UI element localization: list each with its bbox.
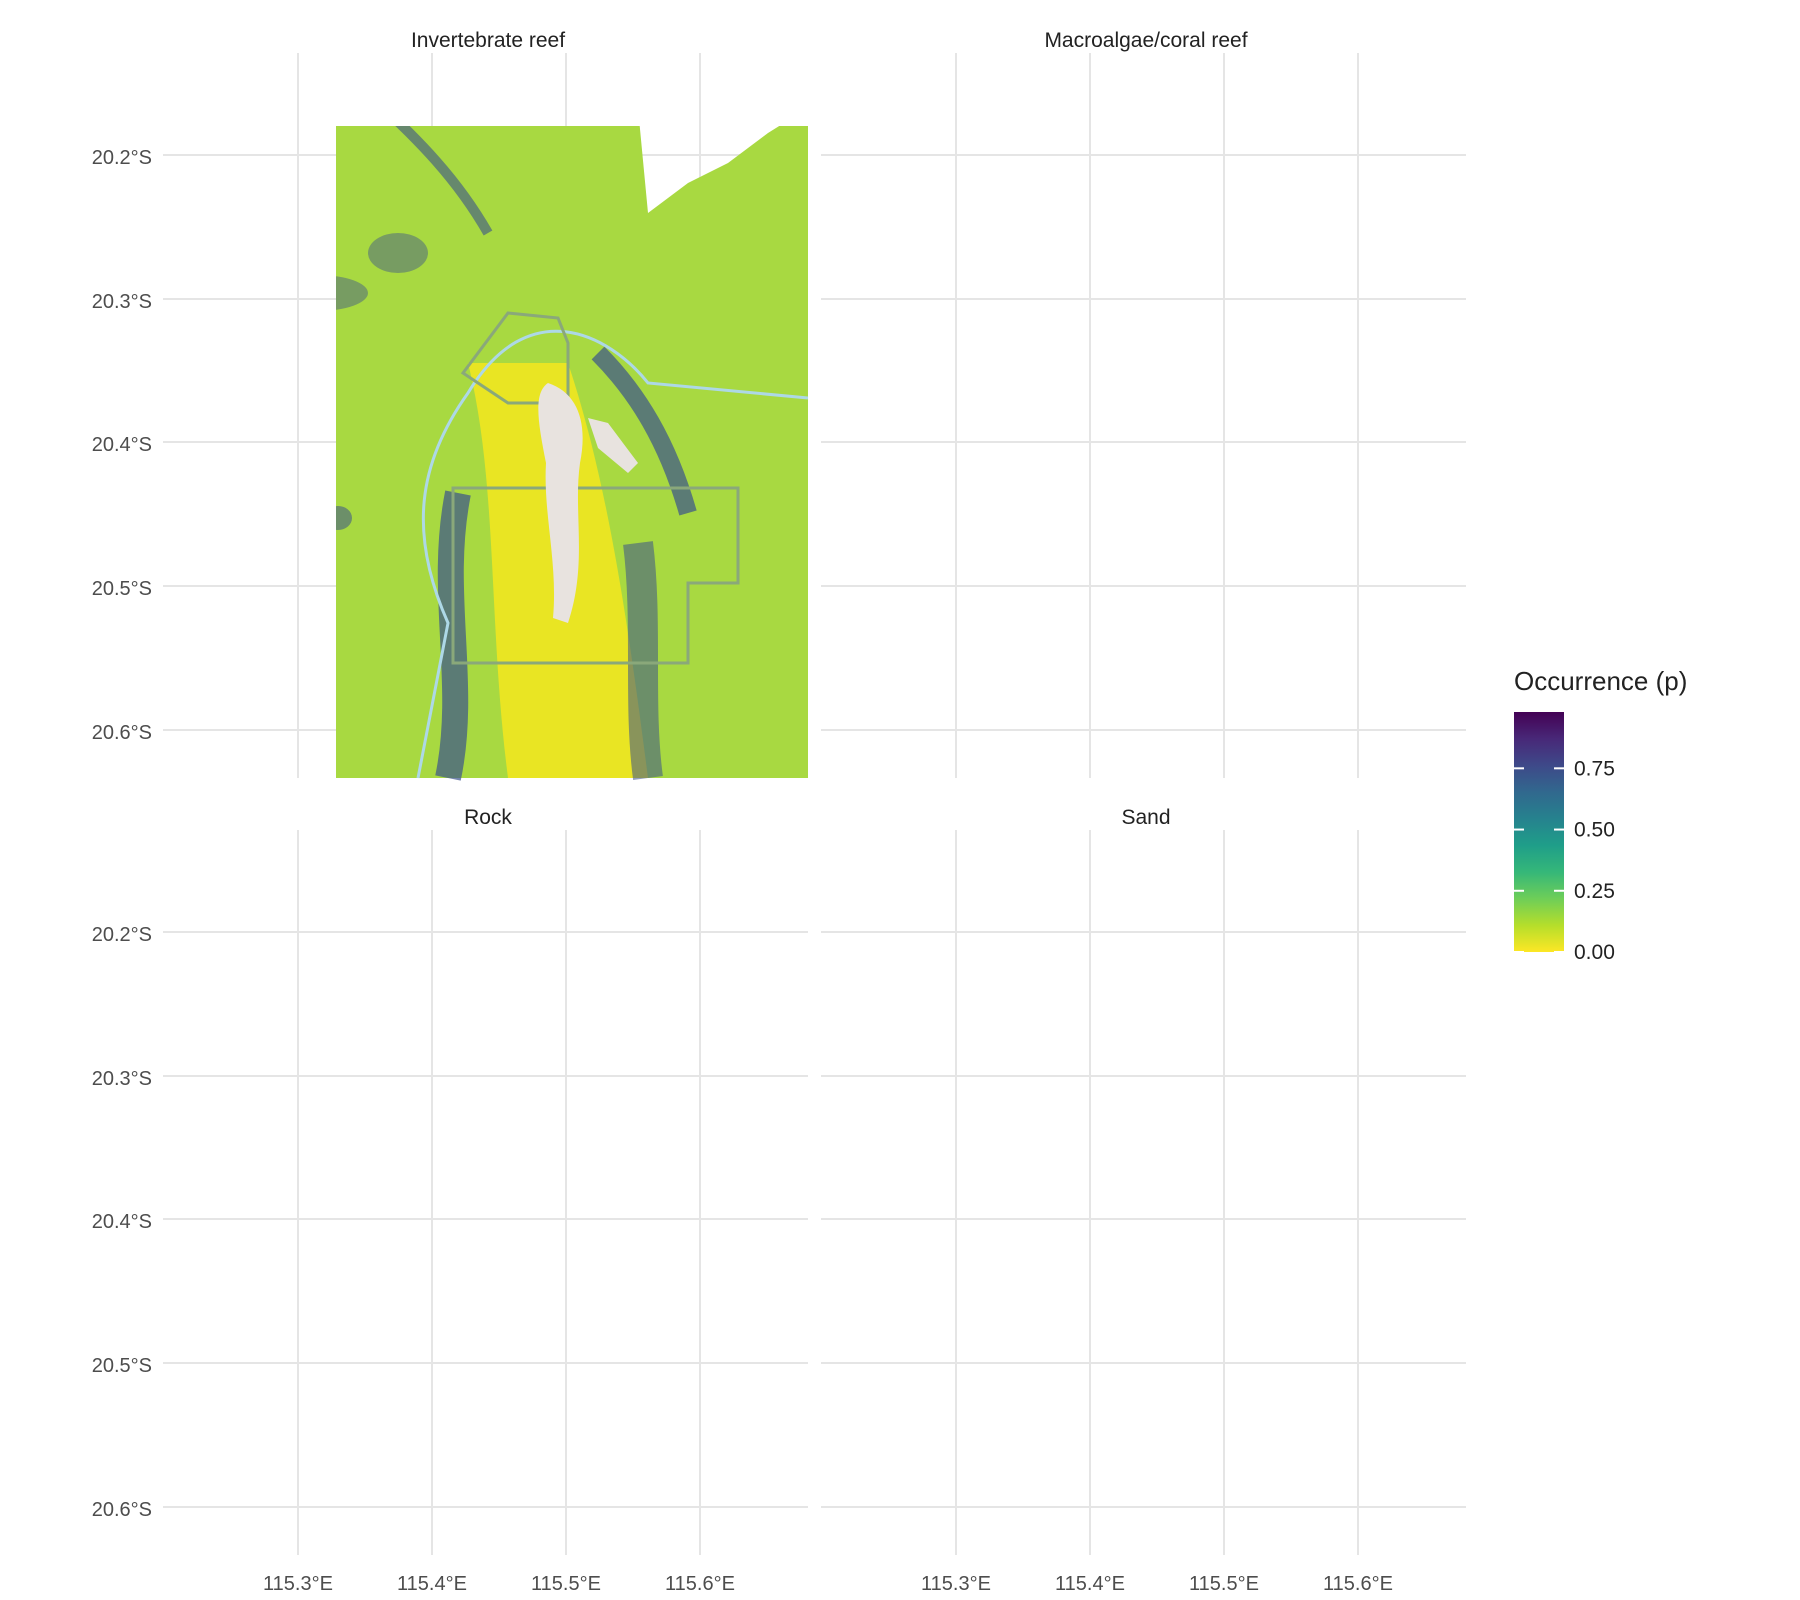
occurrence-patch bbox=[982, 506, 1010, 530]
channel-zone bbox=[1126, 1140, 1306, 1555]
legend-colorbar bbox=[1514, 712, 1564, 952]
map-layer bbox=[826, 840, 1466, 1555]
panel-title: Sand bbox=[1121, 806, 1170, 829]
occurrence-band bbox=[1296, 1320, 1306, 1555]
zone-outline bbox=[1111, 1265, 1396, 1440]
x-tick-label: 115.6°E bbox=[1323, 1573, 1393, 1595]
occurrence-patch bbox=[336, 506, 352, 530]
x-axis-left: 115.3°E 115.4°E 115.5°E 115.6°E bbox=[263, 1573, 735, 1595]
zone-outline bbox=[453, 1265, 738, 1440]
x-tick-label: 115.3°E bbox=[921, 1573, 991, 1595]
island bbox=[588, 418, 638, 473]
zone-outline bbox=[1111, 488, 1396, 663]
y-tick-label: 20.3°S bbox=[92, 291, 152, 313]
legend-tick-label: 0.25 bbox=[1574, 880, 1615, 903]
panel-invertebrate: Invertebrate reef bbox=[163, 29, 809, 781]
x-tick-label: 115.4°E bbox=[1055, 1573, 1125, 1595]
occurrence-band bbox=[598, 1130, 688, 1290]
occurrence-band bbox=[358, 860, 488, 1010]
zone-outline bbox=[451, 486, 740, 665]
x-tick-label: 115.5°E bbox=[531, 1573, 601, 1595]
island bbox=[588, 1195, 638, 1250]
panel-title: Invertebrate reef bbox=[411, 29, 565, 52]
boundary-line bbox=[416, 329, 809, 779]
occurrence-patch bbox=[926, 1052, 1026, 1088]
legend-title: Occurrence (p) bbox=[1514, 666, 1687, 696]
y-axis-bottom: 20.2°S 20.3°S 20.4°S 20.5°S 20.6°S bbox=[92, 924, 152, 1521]
x-tick-label: 115.5°E bbox=[1189, 1573, 1259, 1595]
panel-macroalgae: Macroalgae/coral reef bbox=[821, 29, 1466, 778]
island bbox=[1246, 1195, 1296, 1250]
occurrence-band bbox=[1106, 493, 1116, 778]
legend: Occurrence (p) 0.75 0.50 0.25 0.00 bbox=[1514, 666, 1687, 964]
occurrence-patch bbox=[926, 275, 1026, 311]
occurrence-patch bbox=[336, 276, 368, 310]
legend-ticks: 0.75 0.50 0.25 0.00 bbox=[1514, 757, 1615, 964]
occurrence-band bbox=[1016, 860, 1146, 1010]
y-tick-label: 20.3°S bbox=[92, 1068, 152, 1090]
boundary-line bbox=[418, 1108, 808, 1555]
y-tick-label: 20.4°S bbox=[92, 434, 152, 456]
y-tick-label: 20.4°S bbox=[92, 1211, 152, 1233]
zone-outline bbox=[1121, 313, 1226, 403]
channel-zone bbox=[468, 1140, 648, 1555]
panel-title: Macroalgae/coral reef bbox=[1044, 29, 1247, 52]
map-layer bbox=[826, 63, 1466, 778]
occurrence-field bbox=[826, 840, 1466, 1555]
legend-tick-label: 0.75 bbox=[1574, 757, 1615, 780]
occurrence-band bbox=[448, 1270, 458, 1555]
occurrence-band bbox=[1016, 83, 1146, 233]
y-tick-label: 20.2°S bbox=[92, 147, 152, 169]
gridlines bbox=[163, 830, 808, 1555]
y-tick-label: 20.6°S bbox=[92, 1499, 152, 1521]
occurrence-band bbox=[638, 1320, 648, 1555]
occurrence-patch bbox=[324, 1283, 352, 1307]
boundary-line bbox=[1076, 331, 1466, 778]
occurrence-patch bbox=[368, 233, 428, 273]
occurrence-band bbox=[1256, 353, 1346, 513]
x-tick-label: 115.6°E bbox=[665, 1573, 735, 1595]
occurrence-patch bbox=[1026, 1010, 1086, 1050]
occurrence-band bbox=[623, 541, 663, 780]
island bbox=[538, 383, 583, 623]
channel-zone bbox=[1126, 363, 1306, 778]
y-tick-label: 20.6°S bbox=[92, 722, 152, 744]
boundary-line bbox=[1076, 1108, 1466, 1555]
y-axis-top: 20.2°S 20.3°S 20.4°S 20.5°S 20.6°S bbox=[92, 147, 152, 744]
panel-title: Rock bbox=[464, 806, 512, 829]
legend-tick-label: 0.00 bbox=[1574, 941, 1615, 964]
gridlines bbox=[821, 53, 1466, 778]
occurrence-band bbox=[1106, 1270, 1116, 1555]
occurrence-patch bbox=[268, 1052, 368, 1088]
occurrence-band bbox=[395, 126, 493, 236]
panel-sand: Sand bbox=[821, 806, 1466, 1555]
occurrence-field bbox=[826, 63, 1466, 778]
occurrence-patch bbox=[1026, 233, 1086, 273]
map-layer bbox=[168, 840, 808, 1555]
occurrence-field bbox=[168, 840, 808, 1555]
x-axis-right: 115.3°E 115.4°E 115.5°E 115.6°E bbox=[921, 1573, 1393, 1595]
map-layer bbox=[336, 126, 809, 781]
panel-rock: Rock bbox=[163, 806, 808, 1555]
y-tick-label: 20.5°S bbox=[92, 1355, 152, 1377]
x-tick-label: 115.3°E bbox=[263, 1573, 333, 1595]
legend-tick-label: 0.50 bbox=[1574, 819, 1615, 842]
occurrence-patch bbox=[982, 1283, 1010, 1307]
y-tick-label: 20.5°S bbox=[92, 578, 152, 600]
zone-outline bbox=[463, 1090, 568, 1180]
occurrence-band bbox=[1256, 1130, 1346, 1290]
x-tick-label: 115.4°E bbox=[397, 1573, 467, 1595]
occurrence-band bbox=[1296, 543, 1306, 778]
zone-outline bbox=[1121, 1090, 1226, 1180]
y-tick-label: 20.2°S bbox=[92, 924, 152, 946]
occurrence-patch bbox=[368, 1010, 428, 1050]
island bbox=[1246, 418, 1296, 473]
gridlines bbox=[821, 830, 1466, 1555]
